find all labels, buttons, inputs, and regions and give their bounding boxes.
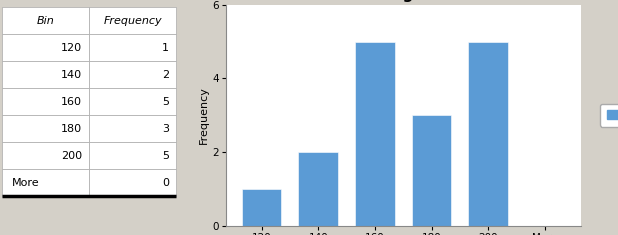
Bar — [89, 88, 176, 115]
Bar — [89, 61, 176, 88]
Bar — [89, 7, 176, 34]
Text: 200: 200 — [61, 151, 82, 161]
Bar — [2, 61, 89, 88]
Text: 120: 120 — [61, 43, 82, 53]
Bar — [2, 7, 89, 34]
Bar — [2, 34, 89, 61]
Text: More: More — [11, 178, 39, 188]
Bar — [2, 169, 89, 196]
Text: 140: 140 — [61, 70, 82, 80]
Text: Frequency: Frequency — [103, 16, 162, 26]
Legend: Frequency: Frequency — [600, 104, 618, 126]
Bar — [242, 189, 281, 226]
Bar — [412, 115, 451, 226]
Text: Bin: Bin — [37, 16, 54, 26]
Text: 5: 5 — [162, 151, 169, 161]
Bar — [468, 42, 508, 226]
Y-axis label: Frequency: Frequency — [199, 86, 210, 144]
Bar — [89, 34, 176, 61]
Bar — [2, 88, 89, 115]
Bar — [89, 142, 176, 169]
Bar — [298, 152, 338, 226]
Text: 0: 0 — [162, 178, 169, 188]
Bar — [89, 169, 176, 196]
Text: 3: 3 — [162, 124, 169, 134]
Bar — [2, 142, 89, 169]
Title: Histogram: Histogram — [358, 0, 448, 2]
Text: 160: 160 — [61, 97, 82, 107]
Text: 180: 180 — [61, 124, 82, 134]
Bar — [355, 42, 395, 226]
Text: 1: 1 — [162, 43, 169, 53]
Text: 5: 5 — [162, 97, 169, 107]
Bar — [2, 115, 89, 142]
Text: 2: 2 — [162, 70, 169, 80]
Bar — [89, 115, 176, 142]
